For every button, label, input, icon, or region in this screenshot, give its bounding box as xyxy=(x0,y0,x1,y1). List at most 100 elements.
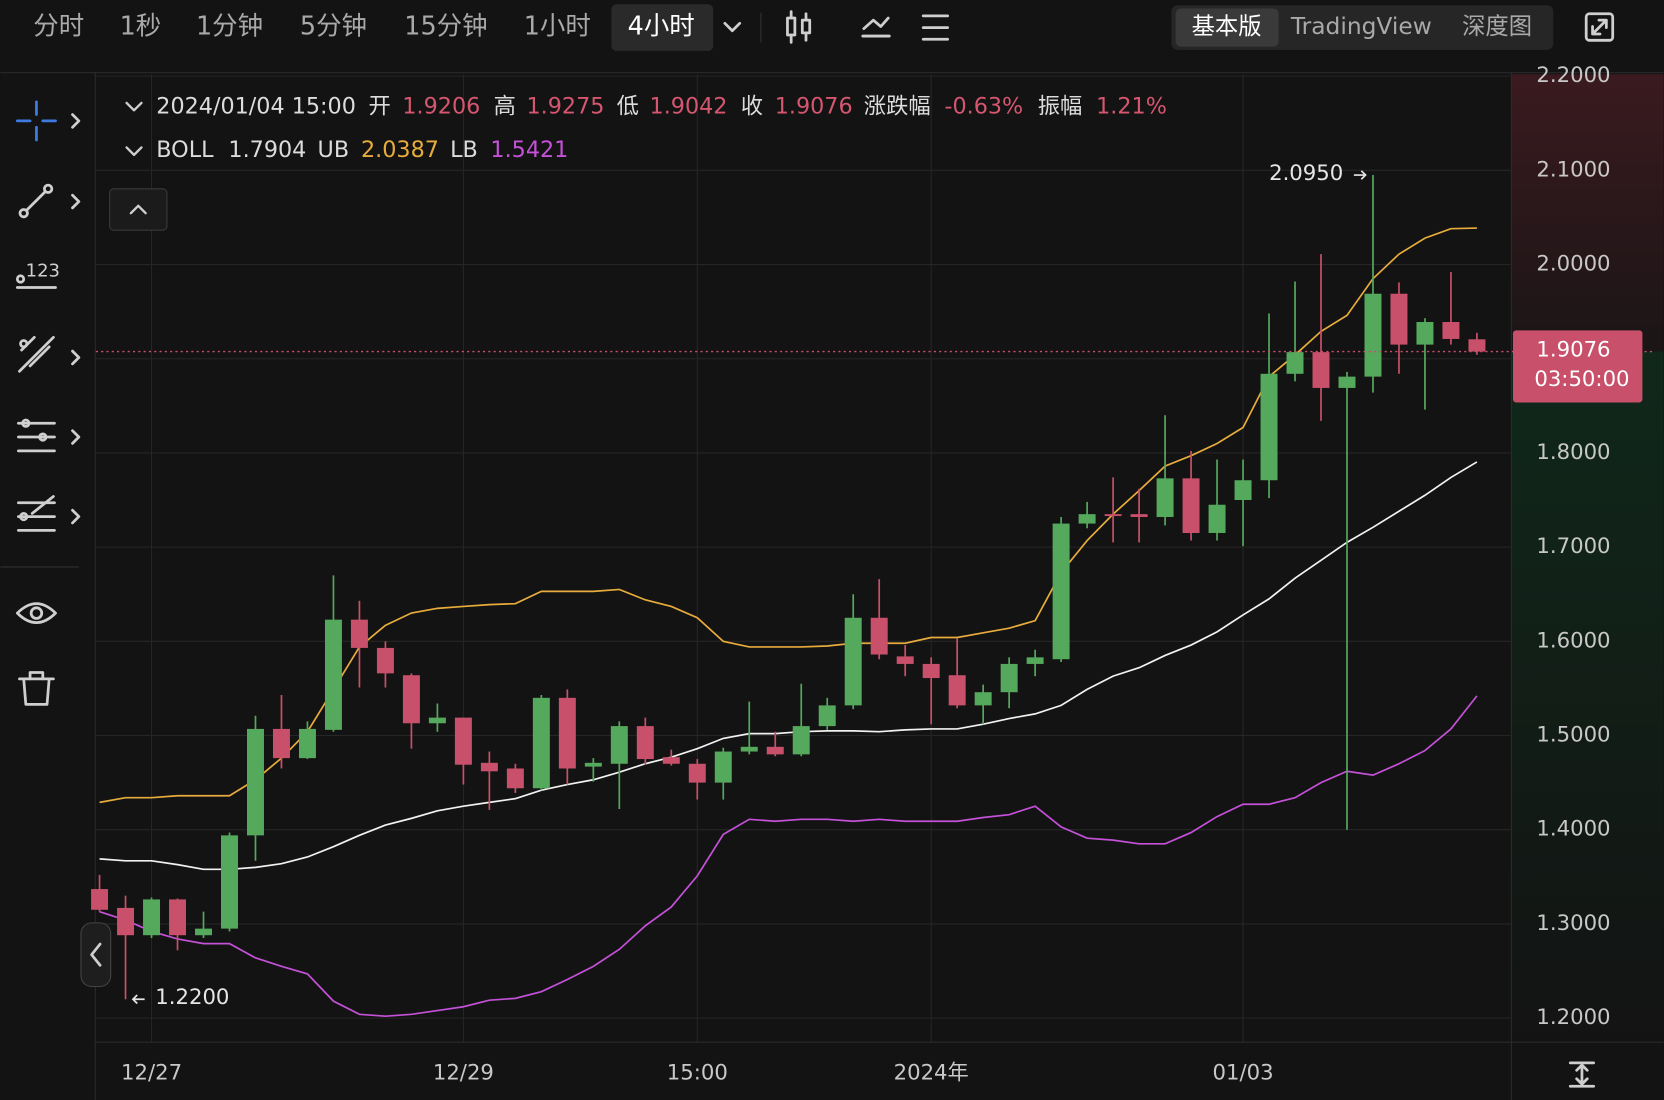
pattern-tool[interactable] xyxy=(17,495,56,532)
candle-body xyxy=(1468,339,1486,352)
candle-body xyxy=(1416,321,1434,345)
measure-tool-label[interactable]: 123 xyxy=(26,261,60,282)
candle-body xyxy=(948,675,966,706)
info-label: 收 xyxy=(741,94,763,120)
candle-body xyxy=(1390,293,1408,345)
max-arrow xyxy=(1353,170,1367,180)
info-label: 开 xyxy=(368,94,390,120)
candle-body xyxy=(1000,663,1018,693)
collapse-chevron[interactable] xyxy=(125,101,143,112)
legend-value: 1.7904 xyxy=(228,137,306,163)
view-option[interactable]: TradingView xyxy=(1290,12,1432,40)
info-label: 振幅 xyxy=(1038,94,1083,120)
candle-body xyxy=(714,751,732,783)
interval[interactable]: 15分钟 xyxy=(404,12,487,42)
interval-dropdown[interactable] xyxy=(723,21,742,33)
candle-body xyxy=(636,726,654,760)
y-tick-label: 1.8000 xyxy=(1536,440,1610,465)
y-tick-label: 1.7000 xyxy=(1536,534,1610,559)
candle-body xyxy=(506,768,524,789)
collapse-button[interactable] xyxy=(109,188,168,231)
candle-body xyxy=(584,762,602,767)
legend-name: BOLL xyxy=(156,137,214,163)
legend-value: 1.5421 xyxy=(490,137,568,163)
candle-body xyxy=(844,617,862,706)
brush-tool[interactable] xyxy=(18,335,55,373)
candle-body xyxy=(974,692,992,706)
candle-body xyxy=(1182,478,1200,533)
delete-tool[interactable] xyxy=(18,671,55,706)
candle-body xyxy=(1130,514,1148,517)
y-tick-label: 1.2000 xyxy=(1536,1005,1610,1030)
sidebar-chevrons[interactable] xyxy=(71,113,81,525)
min-arrow xyxy=(131,994,145,1005)
info-value: 1.9275 xyxy=(527,94,605,120)
visibility-tool[interactable] xyxy=(15,602,57,625)
interval-active[interactable]: 4小时 xyxy=(628,12,695,42)
scroll-left-button[interactable] xyxy=(80,922,112,988)
candle-body xyxy=(688,763,706,783)
interval[interactable]: 5分钟 xyxy=(300,12,367,42)
legend-name: UB xyxy=(318,137,350,163)
x-tick-label: 2024年 xyxy=(894,1060,969,1085)
candle-body xyxy=(246,728,264,836)
auto-scale-icon[interactable] xyxy=(1568,1061,1595,1088)
candle-body xyxy=(376,647,394,674)
min-label: 1.2200 xyxy=(155,985,229,1010)
view-active-bg xyxy=(1175,8,1279,47)
price-tag xyxy=(1513,330,1643,403)
interval[interactable]: 1分钟 xyxy=(196,12,263,42)
crosshair-tool[interactable] xyxy=(15,100,57,142)
candle-body xyxy=(922,663,940,679)
line-tool[interactable] xyxy=(18,183,54,219)
info-value: 1.9042 xyxy=(650,94,728,120)
candle-body xyxy=(532,697,550,789)
candle-body xyxy=(1234,480,1252,501)
x-tick-label: 12/27 xyxy=(121,1060,182,1085)
fullscreen-icon[interactable] xyxy=(1584,12,1615,42)
y-tick-label: 1.6000 xyxy=(1536,628,1610,653)
info-value: 1.9076 xyxy=(775,94,853,120)
x-tick-label: 15:00 xyxy=(667,1060,728,1085)
axes: 1.2000 1.3000 1.4000 1.5000 1.6000 1.7000 1.80… xyxy=(121,63,1643,1085)
candle-body xyxy=(454,717,472,765)
candle-body xyxy=(818,705,836,727)
y-tick-label: 1.4000 xyxy=(1536,817,1610,842)
view-option[interactable]: 深度图 xyxy=(1462,12,1532,40)
candle-body xyxy=(221,835,238,929)
candle-body xyxy=(298,728,316,759)
candle-body xyxy=(169,899,187,936)
candle-body xyxy=(272,728,290,759)
interval[interactable]: 分时 xyxy=(33,12,84,42)
fib-tool[interactable] xyxy=(17,418,56,453)
plot: 2.0950 1.2200 xyxy=(91,161,1656,1018)
info-label: 高 xyxy=(494,94,516,120)
measure-tool[interactable] xyxy=(15,274,57,289)
indicator-icon[interactable] xyxy=(861,16,891,38)
settings-icon[interactable] xyxy=(921,14,950,41)
axis-bg-top xyxy=(1510,74,1664,352)
y-tick-label: 1.3000 xyxy=(1536,911,1610,936)
info-value: -0.63% xyxy=(944,94,1023,120)
candle-body xyxy=(1026,657,1044,664)
x-tick-label: 12/29 xyxy=(433,1060,494,1085)
legend-value: 2.0387 xyxy=(361,137,439,163)
candle-type-icon[interactable] xyxy=(786,10,812,44)
interval[interactable]: 1秒 xyxy=(120,12,162,42)
interval[interactable]: 1小时 xyxy=(524,12,591,42)
candle-body xyxy=(402,675,420,724)
y-tick-label: 2.0000 xyxy=(1536,252,1610,277)
view-option[interactable]: 基本版 xyxy=(1192,12,1262,40)
candle-body xyxy=(792,726,810,755)
candle-body xyxy=(480,762,498,772)
sidebar: 123 xyxy=(0,100,81,706)
y-tick-label: 2.1000 xyxy=(1536,157,1610,182)
candle-body xyxy=(870,617,888,655)
collapse-chevron[interactable] xyxy=(125,146,143,157)
y-tick-label: 1.5000 xyxy=(1536,723,1610,748)
price-axis-background xyxy=(1510,74,1664,1042)
candle-body xyxy=(1104,514,1122,517)
